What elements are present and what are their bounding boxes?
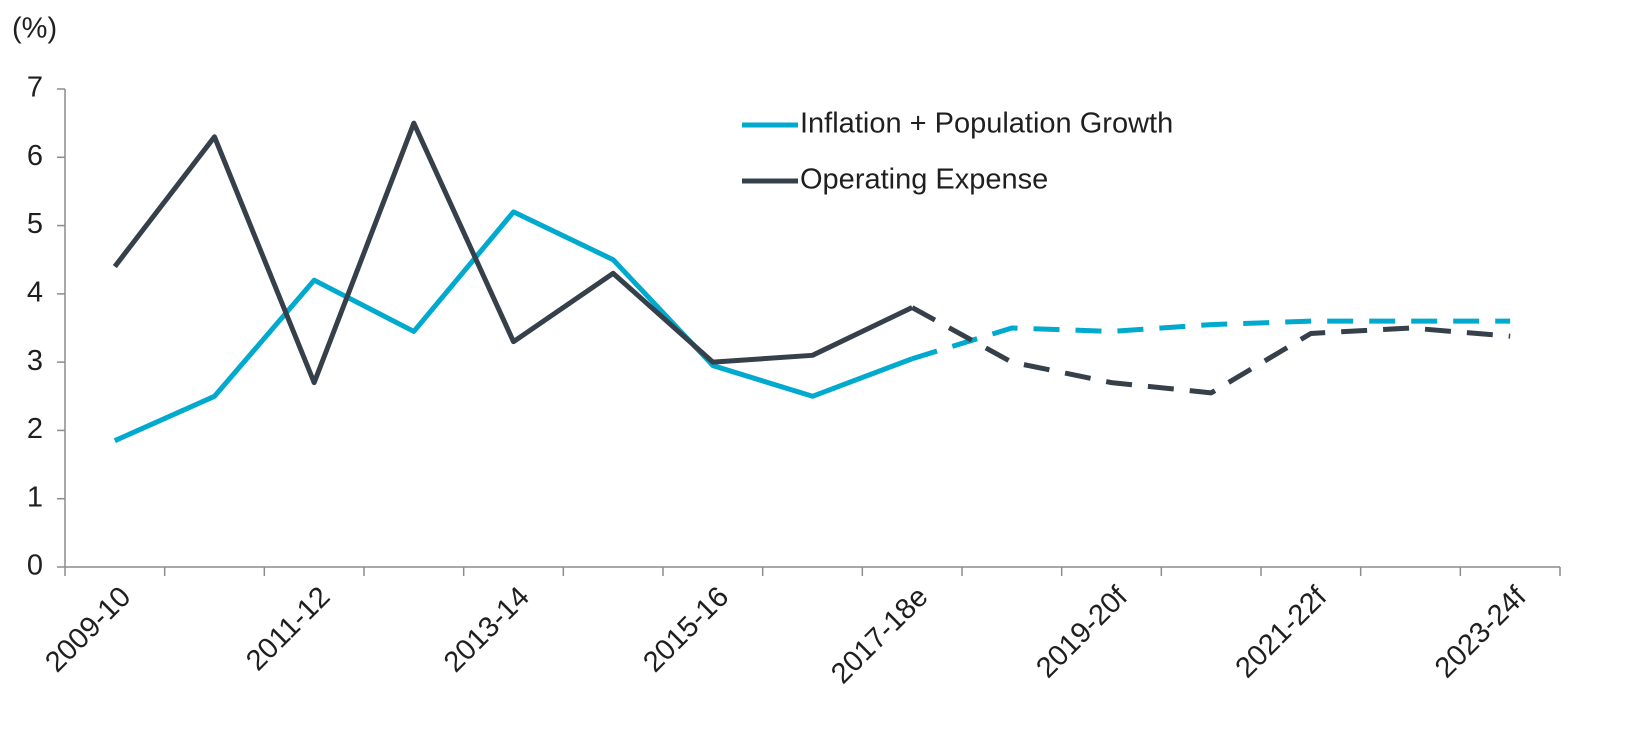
- series-line-forecast: [911, 318, 1511, 362]
- x-tick-label: 2017-18e: [825, 581, 934, 690]
- y-tick-label: 1: [27, 481, 43, 513]
- x-tick-label: 2015-16: [637, 581, 735, 679]
- y-tick-label: 7: [27, 72, 43, 104]
- series-line-forecast: [910, 305, 1511, 396]
- y-tick-label: 2: [27, 413, 43, 445]
- y-tick-label: 3: [27, 345, 43, 377]
- y-axis-label: (%): [12, 13, 57, 45]
- legend-label: Operating Expense: [800, 164, 1048, 196]
- x-tick-label: 2019-20f: [1030, 580, 1134, 684]
- x-tick-label: 2023-24f: [1429, 580, 1533, 684]
- series-line: [113, 209, 914, 443]
- y-tick-label: 0: [27, 550, 43, 582]
- y-tick-label: 5: [27, 208, 43, 240]
- y-tick-label: 4: [27, 277, 43, 309]
- x-tick-label: 2011-12: [240, 581, 336, 677]
- series-line: [112, 120, 914, 386]
- x-tick-label: 2009-10: [39, 581, 137, 679]
- x-tick-label: 2021-22f: [1230, 580, 1334, 684]
- x-tick-label: 2013-14: [438, 581, 536, 679]
- legend-label: Inflation + Population Growth: [800, 108, 1173, 140]
- y-tick-label: 6: [27, 140, 43, 172]
